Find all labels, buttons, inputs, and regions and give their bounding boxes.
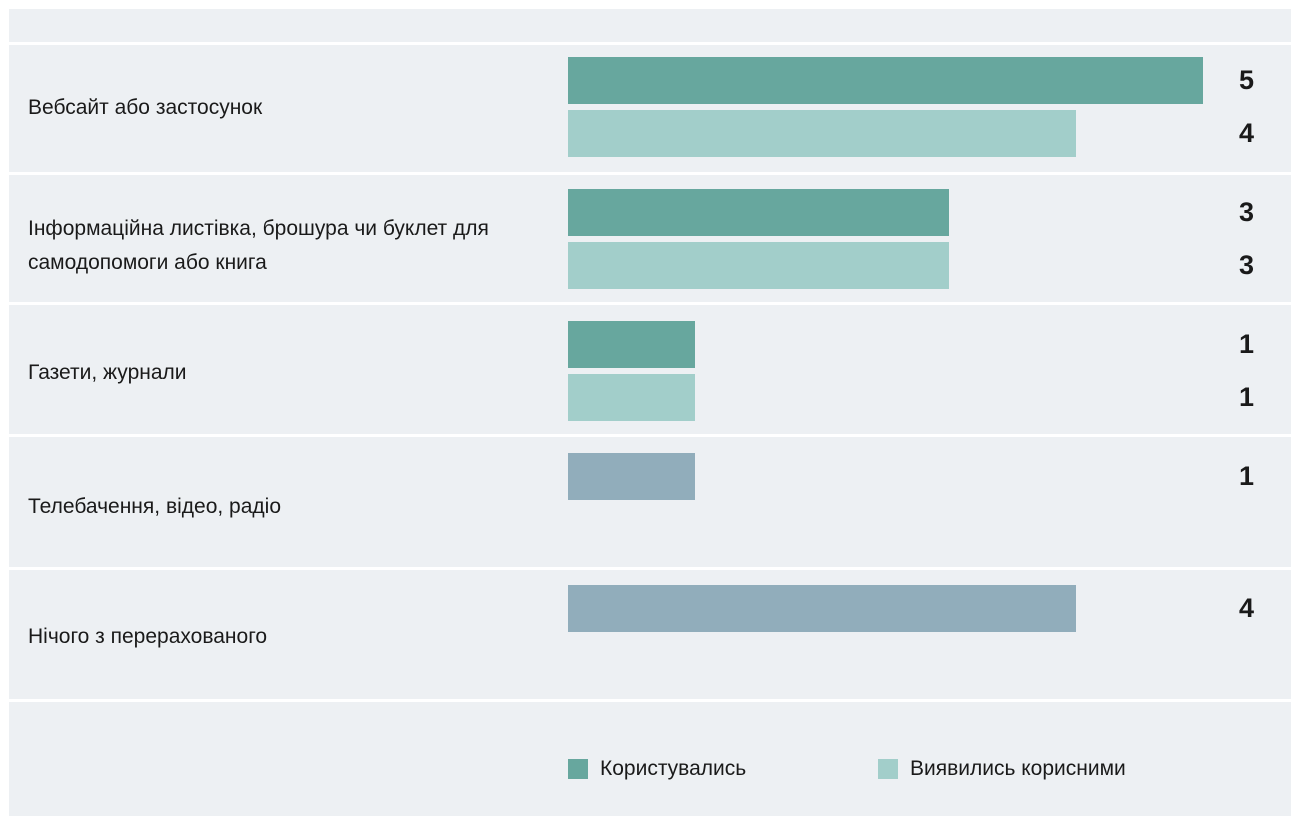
value-label: 1 [1238,461,1254,491]
bar-row2-series0 [568,321,695,368]
value-label: 3 [1238,250,1254,280]
value-label: 4 [1238,593,1254,623]
separator [9,172,1291,175]
bar-row4-series2 [568,585,1076,632]
value-label: 1 [1238,329,1254,359]
separator [9,567,1291,570]
category-label-none: Нічого з перерахованого [28,625,268,648]
bar-row1-series1 [568,242,949,289]
category-label-newspapers: Газети, журнали [28,361,187,384]
value-label: 3 [1238,197,1254,227]
bar-row0-series1 [568,110,1076,157]
bar-row2-series1 [568,374,695,421]
legend-swatch-useful [878,759,898,779]
category-label-tv: Телебачення, відео, радіо [28,495,282,518]
legend-label-used: Користувались [600,757,747,780]
value-label: 5 [1238,65,1254,95]
bar-row3-series2 [568,453,695,500]
category-label-website: Вебсайт або застосунок [28,96,263,119]
value-label: 1 [1238,382,1254,412]
separator [9,42,1291,45]
separator [9,699,1291,702]
chart-panel: Вебсайт або застосунок Інформаційна лист… [9,9,1291,816]
bar-row1-series0 [568,189,949,236]
separator [9,434,1291,437]
bar-row0-series0 [568,57,1203,104]
value-label: 4 [1238,118,1254,148]
legend-item-useful: Виявились корисними [878,757,1126,781]
category-label-leaflet: Інформаційна листівка, брошура чи буклет… [28,217,489,274]
legend-item-used: Користувались [568,757,746,781]
legend-label-useful: Виявились корисними [910,757,1126,780]
separator [9,302,1291,305]
legend-swatch-used [568,759,588,779]
